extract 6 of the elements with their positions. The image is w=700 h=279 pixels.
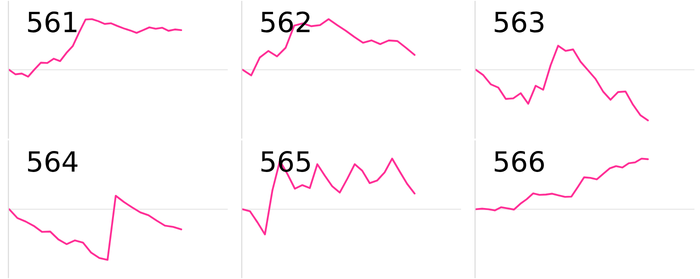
chart-title: 564 (28, 150, 78, 172)
chart-title: 565 (261, 150, 310, 172)
chart-title: 562 (261, 11, 310, 32)
chart-title: 561 (28, 11, 76, 32)
chart-title: 566 (494, 150, 544, 172)
chart-title: 563 (494, 11, 544, 32)
